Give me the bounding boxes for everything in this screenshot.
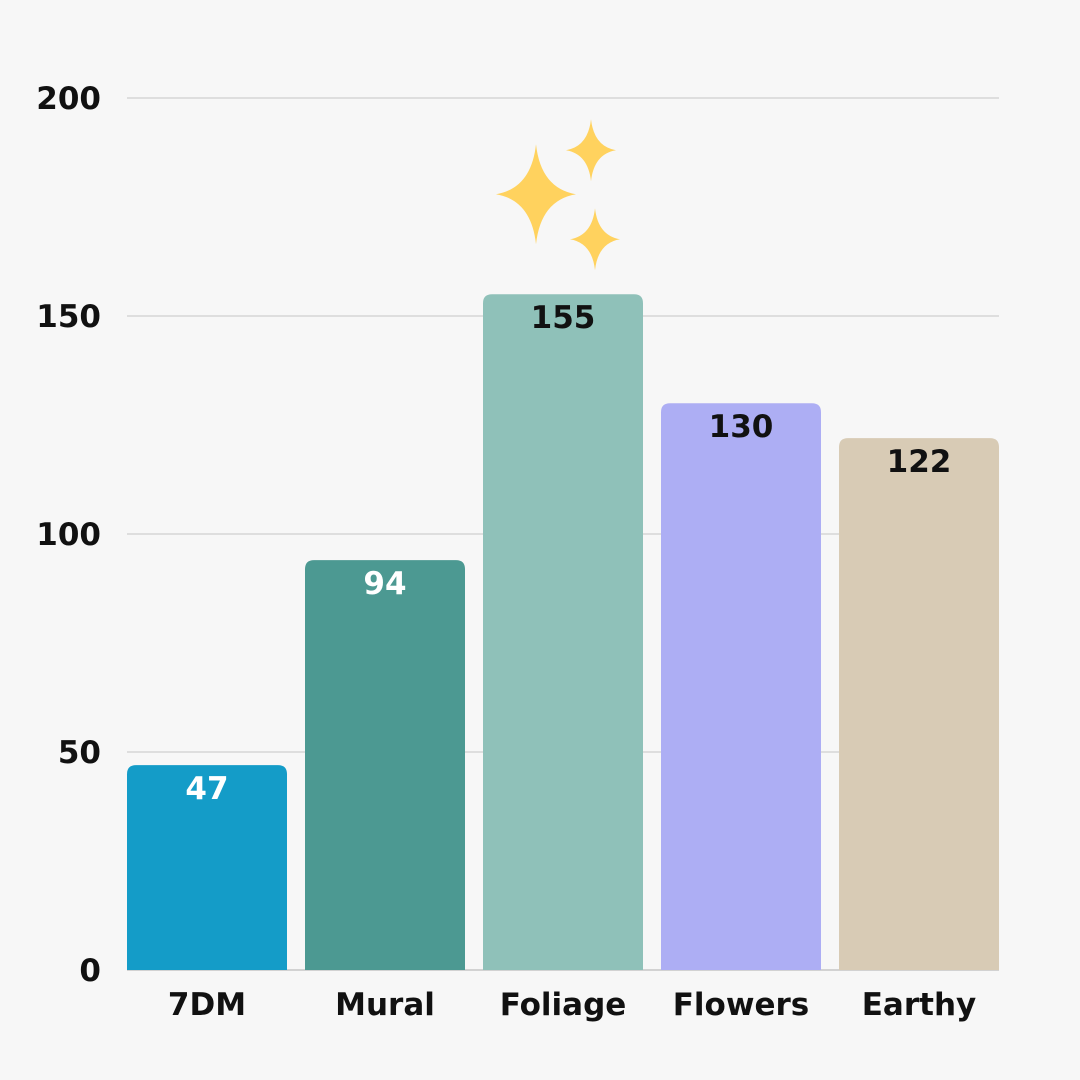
y-tick-label: 50 bbox=[58, 735, 101, 771]
category-label-foliage: Foliage bbox=[500, 987, 627, 1023]
category-label-7dm: 7DM bbox=[168, 987, 246, 1023]
y-tick-label: 0 bbox=[79, 953, 101, 989]
y-axis-ticks: 0 50 100 150 200 bbox=[36, 81, 101, 989]
category-label-earthy: Earthy bbox=[862, 987, 976, 1023]
bar-flowers bbox=[661, 403, 821, 970]
data-labels: 47 94 155 130 122 bbox=[185, 300, 951, 807]
data-label-7dm: 47 bbox=[185, 771, 228, 807]
bar-earthy bbox=[839, 438, 999, 971]
data-label-foliage: 155 bbox=[531, 300, 596, 336]
y-tick-label: 150 bbox=[36, 299, 101, 335]
bar-mural bbox=[305, 560, 465, 970]
category-labels: 7DM Mural Foliage Flowers Earthy bbox=[168, 987, 976, 1023]
sparkles-icon bbox=[496, 119, 620, 271]
y-tick-label: 200 bbox=[36, 81, 101, 117]
bar-7dm bbox=[127, 765, 287, 970]
data-label-mural: 94 bbox=[363, 566, 406, 602]
sparkle-star-3-icon bbox=[570, 208, 620, 271]
bar-foliage bbox=[483, 294, 643, 970]
sparkle-star-2-icon bbox=[566, 119, 616, 182]
data-label-earthy: 122 bbox=[887, 444, 952, 480]
category-label-mural: Mural bbox=[335, 987, 435, 1023]
category-label-flowers: Flowers bbox=[673, 987, 810, 1023]
y-tick-label: 100 bbox=[36, 517, 101, 553]
data-label-flowers: 130 bbox=[709, 409, 774, 445]
sparkle-star-1-icon bbox=[496, 144, 576, 245]
bars bbox=[127, 294, 999, 971]
